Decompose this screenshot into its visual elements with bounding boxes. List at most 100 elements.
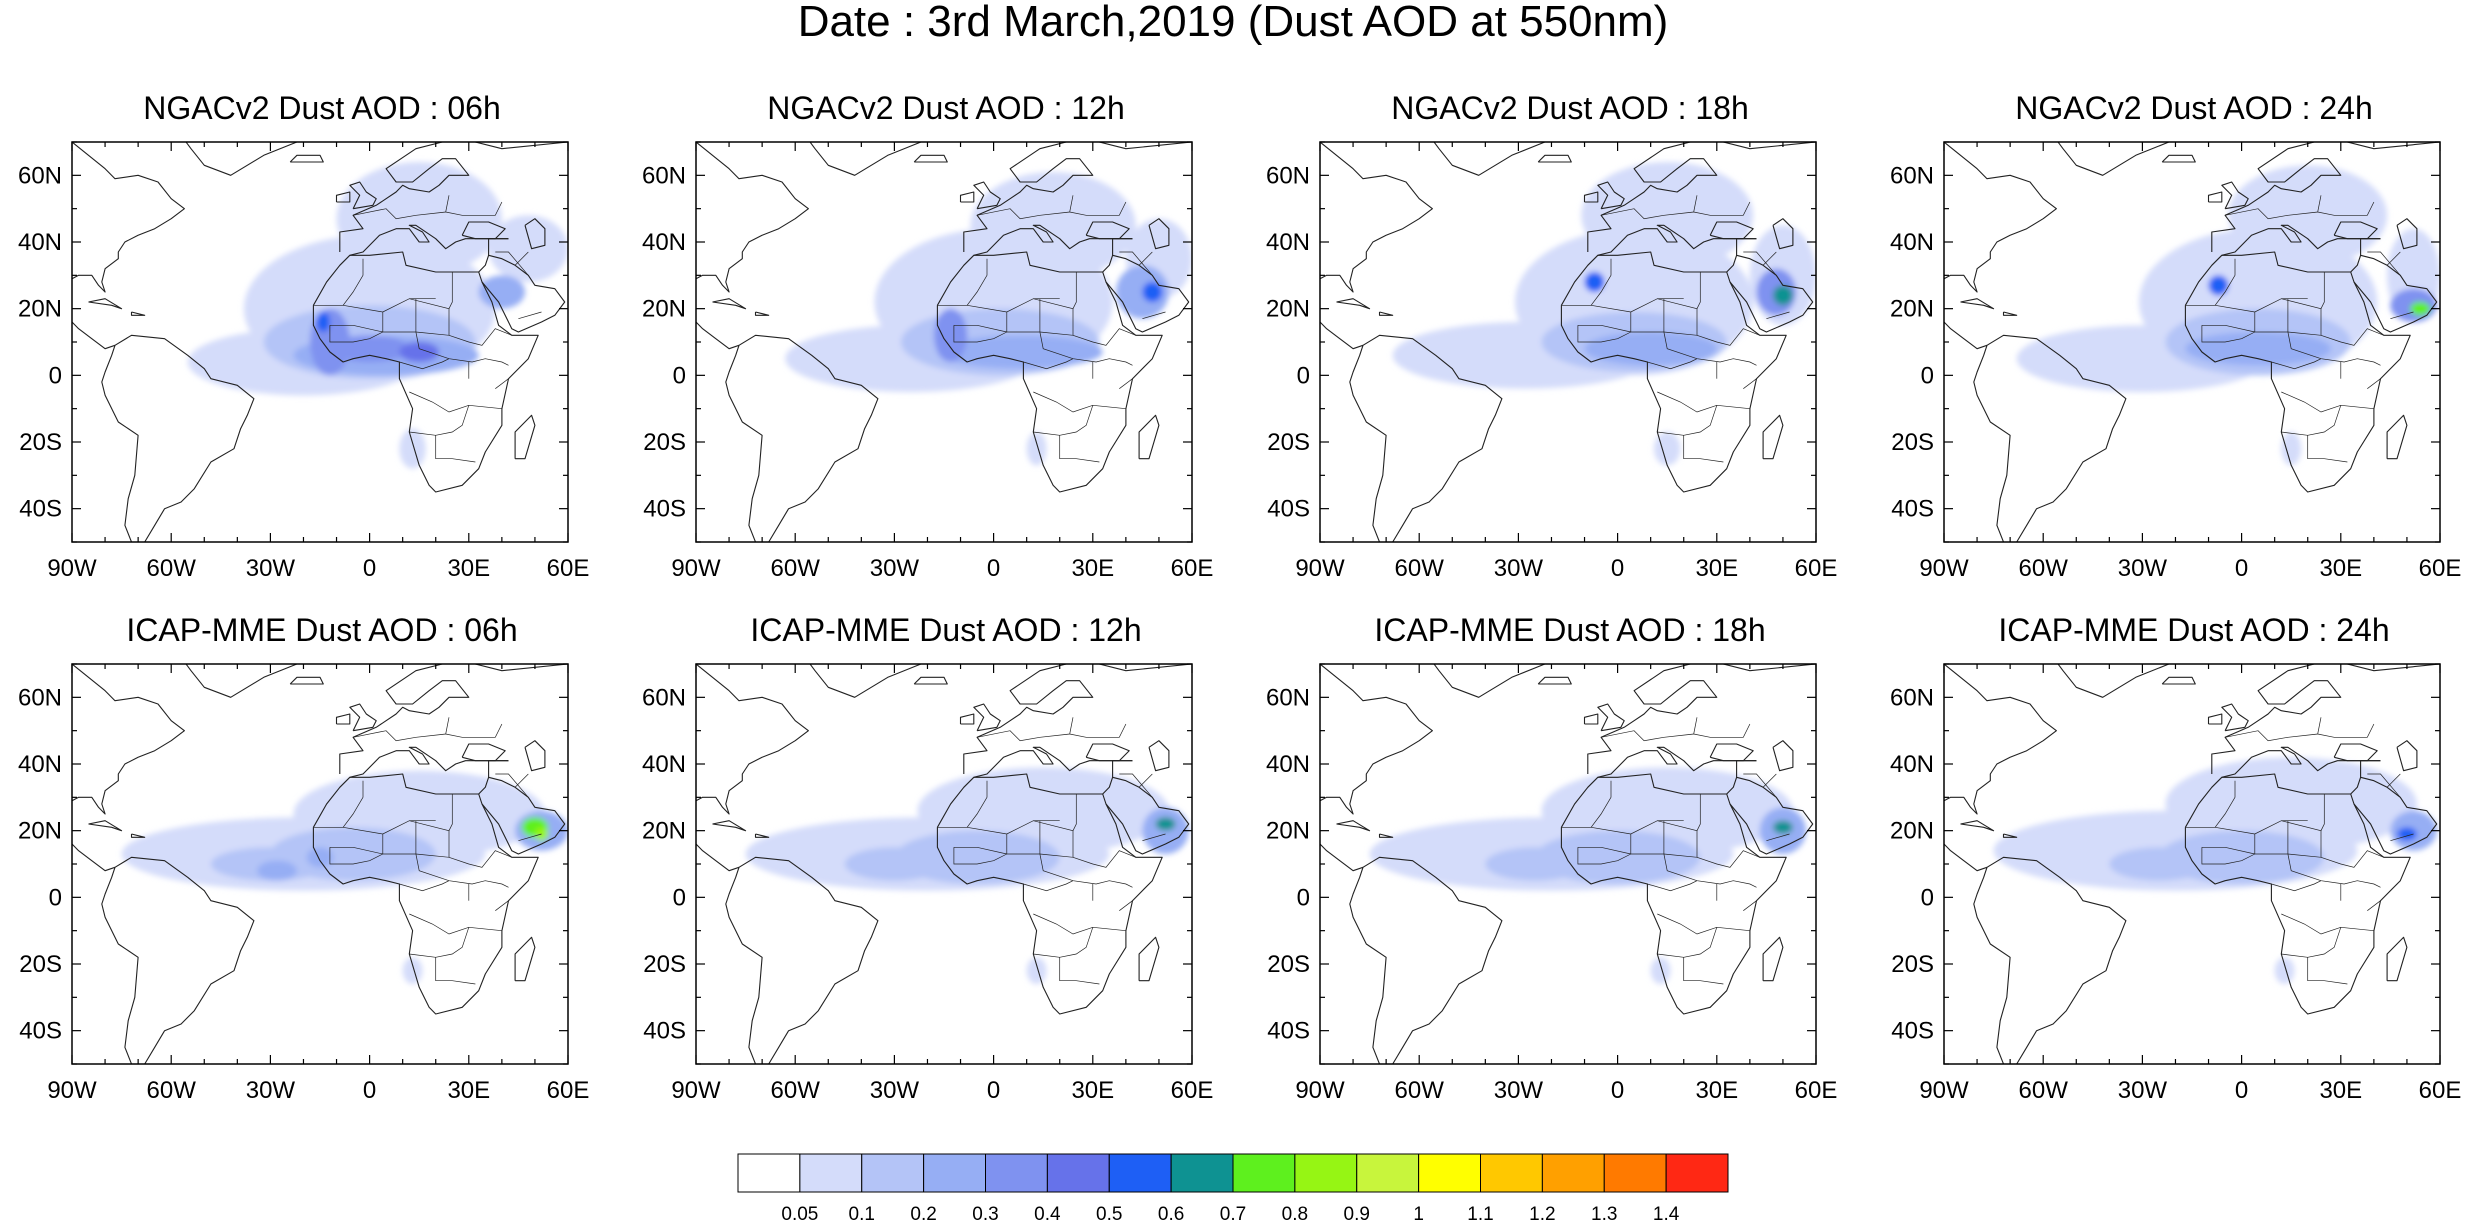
colorbar-swatch — [923, 1153, 986, 1193]
lat-tick-label: 60N — [1890, 684, 1934, 711]
coastline — [1085, 221, 1130, 240]
lon-tick-label: 60W — [771, 555, 821, 582]
border — [514, 251, 529, 266]
lon-tick-label: 0 — [363, 1077, 376, 1104]
coastline — [72, 142, 185, 293]
border — [1142, 833, 1166, 842]
map-panel-icap-06h: 60N 40N 20N 0 20S 40S 90W 60W 30W 0 30E 60E — [18, 663, 589, 1104]
border — [1657, 927, 1718, 958]
panel-title-ngac-12h: NGACv2 Dust AOD : 12h — [767, 90, 1125, 126]
lon-tick-label: 30W — [2118, 555, 2168, 582]
lat-tick-label: 60N — [18, 162, 62, 189]
lon-tick-label: 60E — [2419, 1077, 2462, 1104]
colorbar-swatch — [1541, 1153, 1605, 1193]
coastline — [1709, 221, 1754, 240]
aod-plume — [2228, 165, 2388, 266]
coastline — [339, 664, 568, 774]
lat-tick-label: 20S — [1267, 429, 1310, 456]
lon-tick-label: 0 — [2235, 1077, 2248, 1104]
lat-tick-label: 40N — [642, 229, 686, 256]
coastline — [2002, 833, 2018, 838]
border — [409, 927, 470, 958]
coastline — [1560, 251, 1787, 493]
colorbar-swatch — [1418, 1153, 1481, 1193]
tick-marks — [1943, 141, 2441, 543]
coastline — [1583, 713, 1599, 725]
coastline — [973, 746, 1133, 778]
tick-marks — [1319, 141, 1817, 543]
border — [1663, 853, 1757, 888]
border — [2390, 311, 2414, 320]
lon-tick-label: 90W — [47, 555, 97, 582]
aod-plume — [402, 957, 423, 984]
colorbar-label: 0.3 — [972, 1204, 998, 1222]
border — [2317, 201, 2375, 216]
coastline — [349, 224, 509, 256]
coastlines — [1320, 142, 1816, 542]
coastline — [72, 843, 116, 872]
coastline — [1762, 936, 1784, 982]
colorbar-label: 0.4 — [1034, 1204, 1061, 1222]
border — [1033, 391, 1126, 413]
lat-tick-label: 40S — [1267, 496, 1310, 523]
lon-tick-label: 60E — [1171, 1077, 1214, 1104]
coastline — [936, 773, 1163, 1015]
coastline — [973, 181, 1001, 210]
lat-tick-label: 60N — [18, 684, 62, 711]
coastline — [72, 321, 116, 350]
coastline — [1587, 142, 1816, 252]
aod-plume — [1581, 162, 1754, 269]
border — [953, 847, 1007, 865]
lat-tick-label: 40N — [1266, 751, 1310, 778]
coastline — [1320, 321, 1364, 350]
coastline — [1433, 664, 1546, 698]
border — [313, 780, 364, 828]
coastline — [101, 856, 255, 1064]
border — [1696, 850, 1760, 868]
border — [1693, 201, 1751, 216]
colorbar-swatch — [1356, 1153, 1420, 1193]
coastline — [2211, 664, 2440, 774]
country-borders — [937, 717, 1166, 985]
map-area — [72, 664, 568, 1064]
lon-tick-label: 0 — [987, 1077, 1000, 1104]
panel-title-ngac-18h: NGACv2 Dust AOD : 18h — [1391, 90, 1749, 126]
panel-title-ngac-06h: NGACv2 Dust AOD : 06h — [143, 90, 501, 126]
coastline — [1148, 218, 1170, 250]
border — [1119, 773, 1153, 798]
border — [1577, 325, 1631, 343]
colorbar-swatch — [1046, 1153, 1110, 1193]
border — [1683, 435, 1724, 463]
coastline — [2207, 191, 2223, 203]
aod-plume — [1584, 332, 1717, 366]
lon-tick-label: 60E — [1795, 555, 1838, 582]
coastline — [1597, 224, 1757, 256]
coastline — [349, 703, 377, 732]
border — [2307, 957, 2348, 985]
coastline — [101, 334, 255, 542]
border — [514, 773, 529, 788]
lon-tick-label: 30E — [447, 555, 490, 582]
coastline — [696, 142, 809, 293]
aod-plume — [257, 860, 297, 881]
dust-aod-field — [1369, 767, 1807, 984]
colorbar-label: 0.2 — [910, 1204, 936, 1222]
lat-tick-label: 20S — [1891, 429, 1934, 456]
coastlines — [1320, 664, 1816, 1064]
lat-tick-label: 0 — [1921, 884, 1934, 911]
border — [2386, 251, 2401, 266]
coastline — [185, 664, 298, 698]
lat-tick-label: 20S — [19, 429, 62, 456]
lon-tick-label: 60W — [1395, 1077, 1445, 1104]
coastline — [1433, 142, 1546, 176]
colorbar-label: 1.2 — [1529, 1204, 1555, 1222]
border — [1039, 331, 1133, 366]
coastline — [88, 298, 123, 310]
panel-title-icap-06h: ICAP-MME Dust AOD : 06h — [126, 612, 518, 648]
lat-tick-label: 60N — [642, 162, 686, 189]
border — [1033, 927, 1094, 958]
border — [329, 830, 450, 858]
coastline — [2221, 181, 2249, 210]
coastline — [335, 191, 351, 203]
colorbar-swatch — [861, 1153, 925, 1193]
